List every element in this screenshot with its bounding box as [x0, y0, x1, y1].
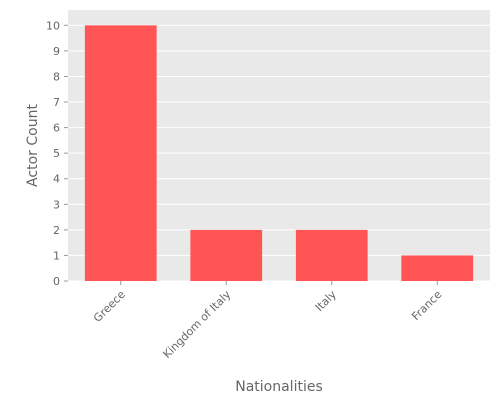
- x-tick-label: Greece: [91, 288, 128, 325]
- bars: [84, 25, 474, 281]
- x-tick-label: Italy: [313, 288, 339, 314]
- y-axis-ticks: 0 1 2 3 4 5 6 7 8 9 10: [46, 19, 68, 288]
- x-tick-label: Kingdom of Italy: [160, 288, 233, 361]
- bar-greece: [84, 25, 157, 281]
- y-tick-label: 4: [53, 173, 60, 186]
- y-tick-label: 5: [53, 147, 60, 160]
- y-tick-label: 9: [53, 45, 60, 58]
- y-tick-label: 3: [53, 198, 60, 211]
- y-tick-label: 1: [53, 249, 60, 262]
- y-tick-label: 0: [53, 275, 60, 288]
- x-tick-label: France: [409, 288, 444, 323]
- y-tick-label: 10: [46, 19, 60, 32]
- y-tick-label: 8: [53, 70, 60, 83]
- bar-france: [401, 255, 474, 281]
- x-axis-ticks: Greece Kingdom of Italy Italy France: [91, 281, 445, 361]
- y-axis-label: Actor Count: [25, 104, 41, 187]
- y-tick-label: 2: [53, 224, 60, 237]
- x-axis-label: Nationalities: [235, 379, 323, 395]
- y-tick-label: 6: [53, 122, 60, 135]
- y-tick-label: 7: [53, 96, 60, 109]
- bar-kingdom-of-italy: [190, 229, 263, 281]
- bar-italy: [295, 229, 368, 281]
